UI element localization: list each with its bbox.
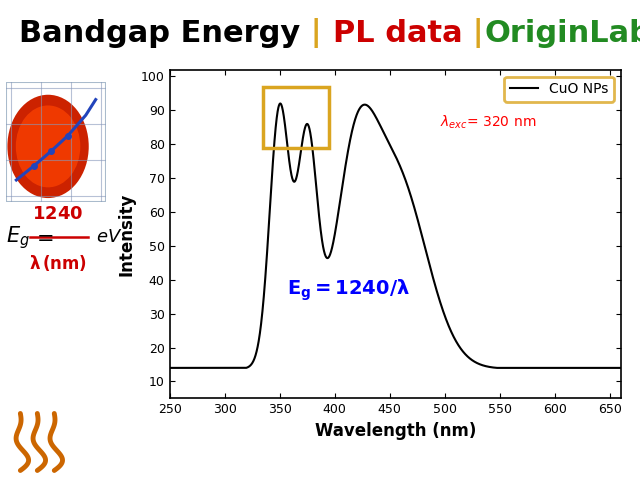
Text: $\lambda_{exc}$= 320 nm: $\lambda_{exc}$= 320 nm: [440, 113, 536, 131]
Text: OriginLab: OriginLab: [484, 19, 640, 48]
X-axis label: Wavelength (nm): Wavelength (nm): [314, 422, 476, 440]
Y-axis label: Intensity: Intensity: [117, 192, 135, 276]
Ellipse shape: [16, 106, 80, 187]
Text: $=$: $=$: [32, 227, 54, 247]
Text: |: |: [463, 18, 484, 48]
Text: |: |: [300, 18, 333, 48]
Text: SAYPhysics: SAYPhysics: [81, 440, 170, 454]
Text: $\mathbf{\lambda\,(nm)}$: $\mathbf{\lambda\,(nm)}$: [29, 253, 86, 273]
Text: Bandgap Energy: Bandgap Energy: [19, 19, 300, 48]
Text: $\mathit{eV}$: $\mathit{eV}$: [96, 228, 122, 246]
Legend: CuO NPs: CuO NPs: [504, 76, 614, 102]
Text: PL data: PL data: [333, 19, 463, 48]
Text: $\mathbf{E_g=1240/\lambda}$: $\mathbf{E_g=1240/\lambda}$: [287, 277, 410, 303]
Ellipse shape: [8, 95, 89, 198]
Text: $\mathbf{1240}$: $\mathbf{1240}$: [32, 205, 83, 223]
Bar: [263, 86, 329, 147]
Text: $\mathit{E_g}$: $\mathit{E_g}$: [6, 224, 30, 251]
